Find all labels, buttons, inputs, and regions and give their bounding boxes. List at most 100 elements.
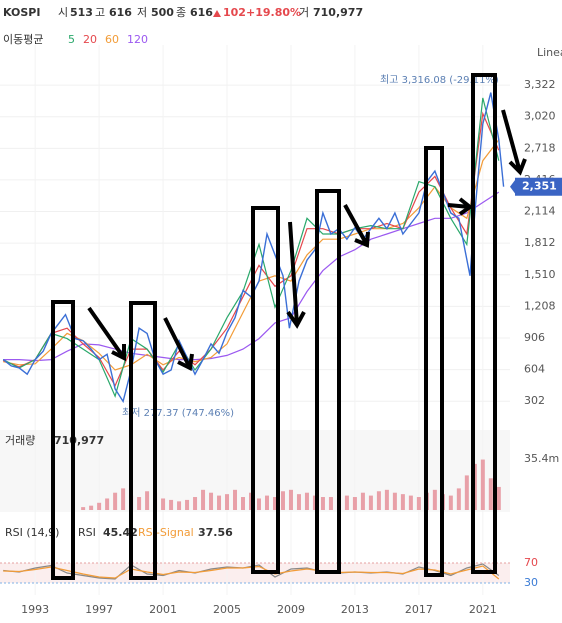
header-value: 616 xyxy=(190,6,213,19)
x-tick-label: 2001 xyxy=(149,603,177,616)
arrow xyxy=(163,317,194,372)
y-tick-label: 906 xyxy=(524,331,545,344)
rsi-label: RSI xyxy=(78,526,96,539)
arrow xyxy=(501,109,527,176)
arrow xyxy=(447,197,474,216)
volume-bar xyxy=(376,491,381,510)
y-tick-label: 2,718 xyxy=(524,141,556,154)
volume-bar xyxy=(137,497,142,510)
y-tick-label: 604 xyxy=(524,363,545,376)
ma-title: 이동평균 xyxy=(3,33,43,46)
header-label: 시 xyxy=(58,6,68,19)
x-tick-label: 2021 xyxy=(469,603,497,616)
volume-bar xyxy=(280,491,285,510)
y-tick-label: 3,020 xyxy=(524,110,556,123)
volume-bar xyxy=(161,498,166,510)
volume-bar xyxy=(368,495,373,510)
header-label: 거 xyxy=(299,6,309,19)
volume-bar xyxy=(400,494,405,510)
volume-bar xyxy=(217,495,222,510)
header-value: 513 xyxy=(70,6,93,19)
volume-bar xyxy=(97,502,102,510)
volume-bar xyxy=(264,495,269,510)
highlight-box xyxy=(129,301,157,580)
volume-bar xyxy=(256,498,261,510)
high-note: 최고 3,316.08 (-29.11%) xyxy=(380,74,499,86)
volume-bar xyxy=(320,497,325,510)
rsi-tick-label: 70 xyxy=(524,556,538,569)
volume-bar xyxy=(288,489,293,510)
x-tick-label: 2009 xyxy=(277,603,305,616)
y-tick-label: 302 xyxy=(524,394,545,407)
volume-title: 거래량 xyxy=(5,434,35,447)
low-note: 최저 277.37 (747.46%) xyxy=(122,407,234,419)
arrow xyxy=(343,204,370,248)
volume-bar xyxy=(432,489,437,510)
rsi-title: RSI (14,9) xyxy=(5,526,59,539)
volume-bar xyxy=(448,495,453,510)
legend-entry: 20 xyxy=(83,33,97,46)
up-triangle xyxy=(213,10,221,17)
volume-bar xyxy=(113,492,118,510)
y-tick-label: 1,812 xyxy=(524,236,556,249)
header-value: 616 xyxy=(109,6,132,19)
y-tick-label: 1,510 xyxy=(524,268,556,281)
arrow xyxy=(286,221,306,329)
price-tag-label: 2,351 xyxy=(522,180,557,193)
volume-bar xyxy=(296,494,301,510)
volume-bar xyxy=(177,501,182,510)
volume-bar xyxy=(312,495,317,510)
change: 102 xyxy=(223,6,246,19)
volume-bar xyxy=(185,499,190,510)
price-tag-pointer xyxy=(510,178,516,195)
symbol: KOSPI xyxy=(3,6,40,19)
y-tick-label: 1,208 xyxy=(524,299,556,312)
price-tag xyxy=(515,177,562,196)
volume-bar xyxy=(480,459,485,510)
signal-label: RSI-Signal xyxy=(138,526,194,539)
volume-bar xyxy=(201,489,206,510)
volume-bar xyxy=(272,497,277,510)
volume-bar xyxy=(105,498,110,510)
arrow xyxy=(87,306,126,362)
highlight-box xyxy=(471,73,497,574)
volume-bar xyxy=(416,497,421,510)
volume-bar xyxy=(328,497,333,510)
volume-tick-label: 35.4m xyxy=(524,452,559,465)
volume-last: 710,977 xyxy=(54,434,104,447)
x-tick-label: 1997 xyxy=(85,603,113,616)
rsi-tick-label: 30 xyxy=(524,576,538,589)
volume-bar xyxy=(304,492,309,510)
highlight-box xyxy=(51,300,75,580)
legend-entry: 120 xyxy=(127,33,148,46)
volume-bar xyxy=(456,488,461,510)
y-tick-label: 3,322 xyxy=(524,78,556,91)
volume-bar xyxy=(344,495,349,510)
highlight-box xyxy=(424,146,444,577)
volume-bar xyxy=(408,495,413,510)
volume-bar xyxy=(360,492,365,510)
volume-bar xyxy=(81,507,86,510)
volume-bar xyxy=(488,478,493,510)
legend-entry: 5 xyxy=(68,33,75,46)
volume-bar xyxy=(384,489,389,510)
header-value: 500 xyxy=(151,6,174,19)
x-tick-label: 2013 xyxy=(341,603,369,616)
volume-bar xyxy=(145,491,150,510)
header-label: 저 xyxy=(137,6,147,19)
highlight-box xyxy=(251,206,280,574)
volume-bar xyxy=(121,488,126,510)
change-pct: +19.80% xyxy=(246,6,301,19)
highlight-box xyxy=(315,189,341,574)
volume-bar xyxy=(169,499,174,510)
y-tick-label: 2,114 xyxy=(524,205,556,218)
annotations xyxy=(51,73,527,580)
volume-bar xyxy=(241,497,246,510)
volume-bar xyxy=(464,475,469,510)
volume-bar xyxy=(352,497,357,510)
volume-bar xyxy=(225,494,230,510)
x-tick-label: 2005 xyxy=(213,603,241,616)
volume-bar xyxy=(89,505,94,510)
volume-bar xyxy=(233,489,238,510)
volume-bar xyxy=(496,486,501,510)
